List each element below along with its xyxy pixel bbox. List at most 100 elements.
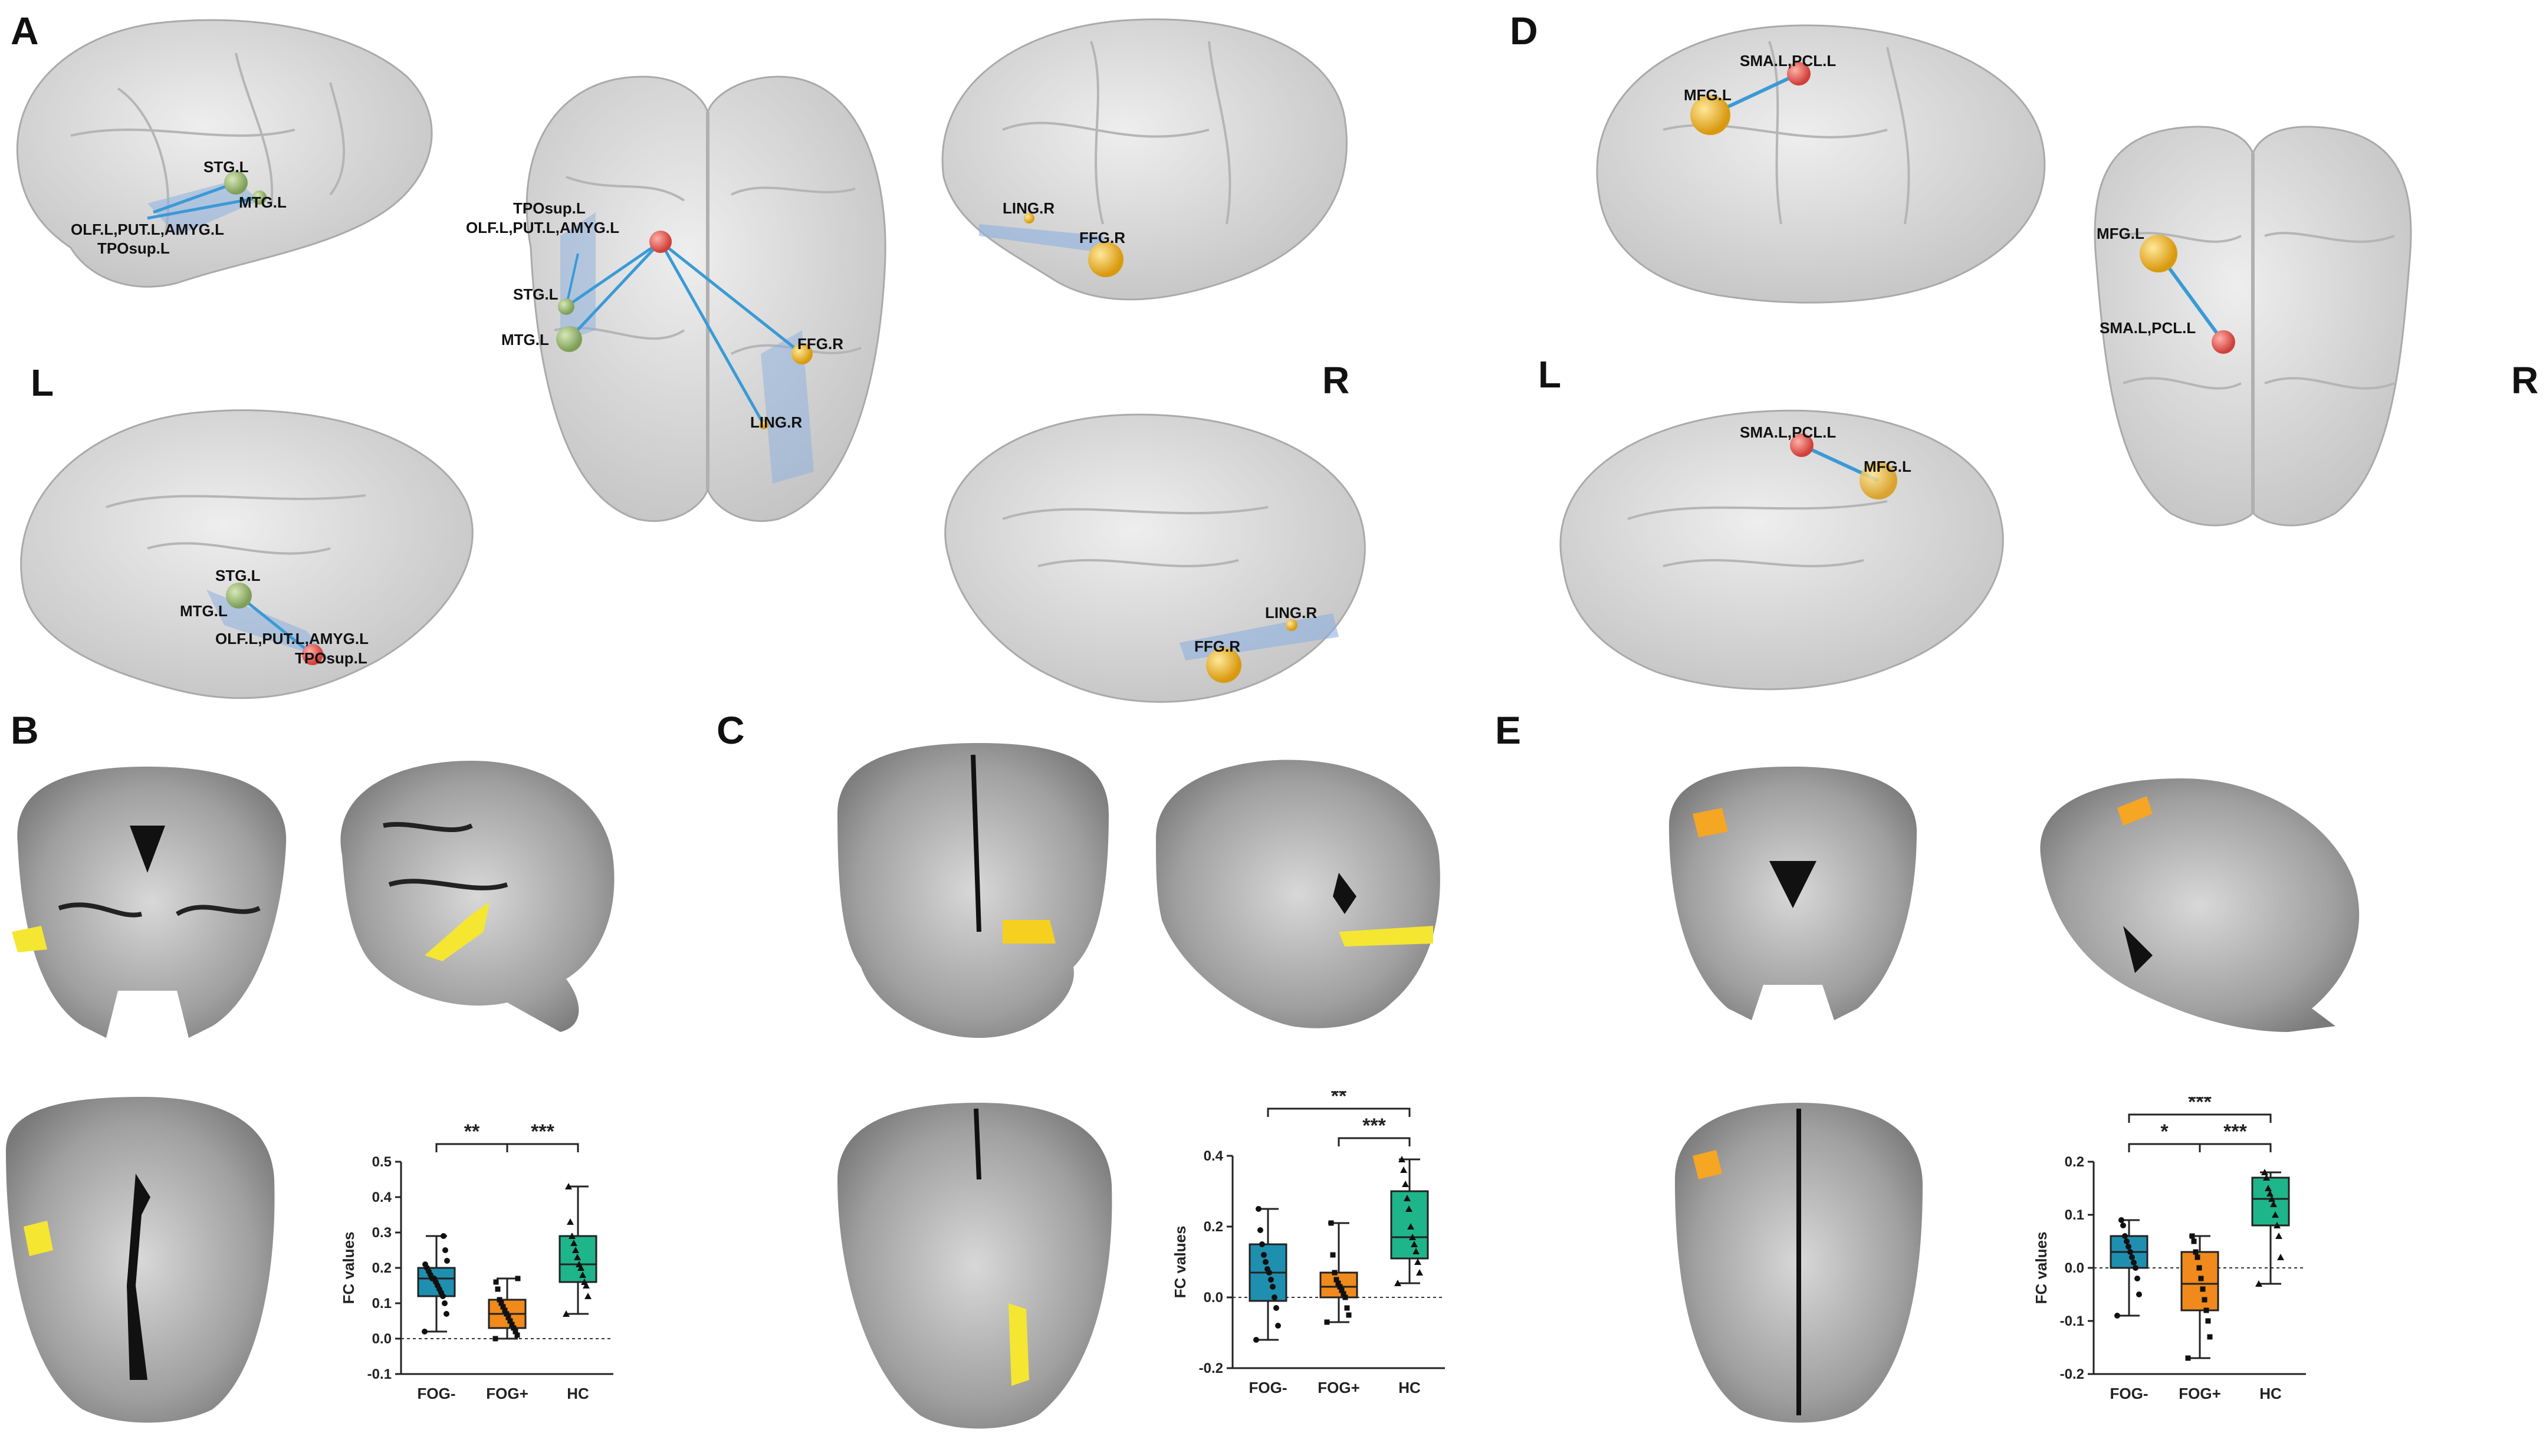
significance-bracket	[2128, 1113, 2272, 1123]
node-label: MTG.L	[501, 331, 549, 349]
data-point	[514, 1332, 520, 1338]
x-tick-label: HC	[2259, 1385, 2282, 1402]
data-point	[2195, 1254, 2200, 1260]
data-point	[2133, 1265, 2138, 1271]
data-point	[577, 1264, 584, 1271]
data-point	[579, 1271, 586, 1278]
significance-label: **	[1331, 1091, 1347, 1107]
data-point	[1414, 1258, 1421, 1265]
data-point	[567, 1218, 574, 1225]
node-label: OLF.L,PUT.L,AMYG.L	[71, 221, 224, 238]
side-label-d-right: R	[2511, 359, 2539, 402]
data-point	[1268, 1277, 1274, 1283]
data-point	[2198, 1276, 2204, 1281]
node-labels-d-left-bottom: SMA.L,PCL.L MFG.L	[1740, 423, 1911, 475]
node-labels-a-right-bottom: LING.R FFG.R	[1194, 604, 1317, 655]
data-point	[492, 1336, 498, 1342]
data-point	[504, 1311, 510, 1317]
significance-bracket	[506, 1143, 579, 1152]
data-point	[497, 1297, 502, 1303]
data-point	[2191, 1238, 2197, 1244]
brain-d-left-lateral	[1596, 24, 2046, 304]
data-point	[565, 1183, 572, 1189]
box	[1390, 1190, 1429, 1260]
boxplot-c: -0.2 0.0 0.2 0.4 FC values FOG- FOG+ HC ** ***	[1162, 1085, 1469, 1421]
data-point	[2196, 1265, 2202, 1271]
mri-b-sagittal	[340, 761, 615, 1032]
significance-bracket	[1267, 1107, 1411, 1117]
x-tick-label: HC	[1398, 1379, 1421, 1396]
data-point	[2274, 1222, 2281, 1228]
node-label: FFG.R	[1079, 229, 1125, 246]
data-point	[1259, 1241, 1265, 1247]
data-point	[1339, 1287, 1345, 1293]
data-point	[1256, 1206, 1261, 1212]
data-point	[1263, 1259, 1269, 1265]
data-point	[1405, 1205, 1412, 1212]
data-point	[2202, 1297, 2207, 1303]
data-point	[2185, 1355, 2191, 1361]
data-point	[1273, 1305, 1279, 1311]
node-labels-a-left-top: STG.L MTG.L OLF.L,PUT.L,AMYG.L TPOsup.L	[71, 158, 287, 257]
y-tick-label: -0.2	[1199, 1360, 1223, 1376]
data-point	[2129, 1254, 2135, 1260]
data-point	[515, 1276, 521, 1281]
data-point	[1412, 1248, 1420, 1254]
y-tick-label: -0.2	[2060, 1366, 2084, 1382]
significance-label: ***	[2223, 1120, 2247, 1143]
y-tick-label: -0.1	[2060, 1313, 2084, 1329]
y-axis-label: FC values	[340, 1232, 357, 1304]
data-point	[1261, 1252, 1267, 1258]
significance-label: ***	[1362, 1115, 1386, 1137]
data-point	[2268, 1195, 2275, 1202]
significance-bracket	[1338, 1137, 1411, 1146]
data-point	[581, 1278, 588, 1285]
data-point	[1272, 1294, 1277, 1300]
data-point	[1402, 1181, 1409, 1187]
data-point	[1344, 1305, 1350, 1311]
mri-e-coronal	[1669, 767, 1917, 1020]
data-point	[505, 1314, 511, 1320]
brain-a-axial	[525, 75, 886, 522]
data-point	[2189, 1233, 2195, 1239]
node-label: OLF.L,PUT.L,AMYG.L	[466, 219, 619, 236]
brain-d-left-medial	[1559, 409, 2004, 691]
data-point	[1407, 1223, 1414, 1230]
data-point	[511, 1325, 517, 1331]
data-point	[2122, 1233, 2128, 1239]
data-point	[444, 1258, 450, 1264]
mri-c-axial	[837, 1103, 1112, 1429]
node-labels-a-right-top: LING.R FFG.R	[1003, 199, 1125, 246]
data-point	[2131, 1260, 2137, 1266]
data-point	[1275, 1323, 1281, 1329]
node-label: OLF.L,PUT.L,AMYG.L	[215, 630, 369, 648]
panel-label-d: D	[1510, 9, 1538, 52]
x-tick-label: FOG+	[486, 1385, 528, 1402]
data-point	[584, 1293, 592, 1299]
data-point	[569, 1232, 576, 1239]
node-label: MFG.L	[2097, 225, 2144, 242]
data-point	[1324, 1319, 1330, 1325]
y-tick-label: 0.0	[2065, 1260, 2084, 1276]
data-point	[1341, 1291, 1346, 1297]
y-tick-label: 0.4	[372, 1189, 392, 1205]
data-point	[2134, 1276, 2140, 1281]
x-tick-label: FOG-	[418, 1385, 456, 1402]
node-labels-d-left-top: SMA.L,PCL.L MFG.L	[1684, 52, 1836, 104]
node-label: FFG.R	[1194, 637, 1240, 655]
y-tick-label: 0.2	[2065, 1154, 2084, 1170]
data-point	[493, 1279, 499, 1285]
y-tick-label: 0.3	[372, 1225, 392, 1241]
node-label: MTG.L	[180, 602, 228, 620]
data-point	[563, 1310, 570, 1317]
data-point	[2207, 1334, 2213, 1340]
data-point	[2193, 1249, 2199, 1255]
data-point	[502, 1307, 508, 1313]
data-point	[1394, 1280, 1401, 1286]
data-point	[1409, 1234, 1416, 1240]
data-point	[2261, 1169, 2268, 1175]
data-point	[1253, 1337, 1259, 1343]
data-point	[422, 1261, 428, 1267]
data-point	[1335, 1280, 1341, 1286]
